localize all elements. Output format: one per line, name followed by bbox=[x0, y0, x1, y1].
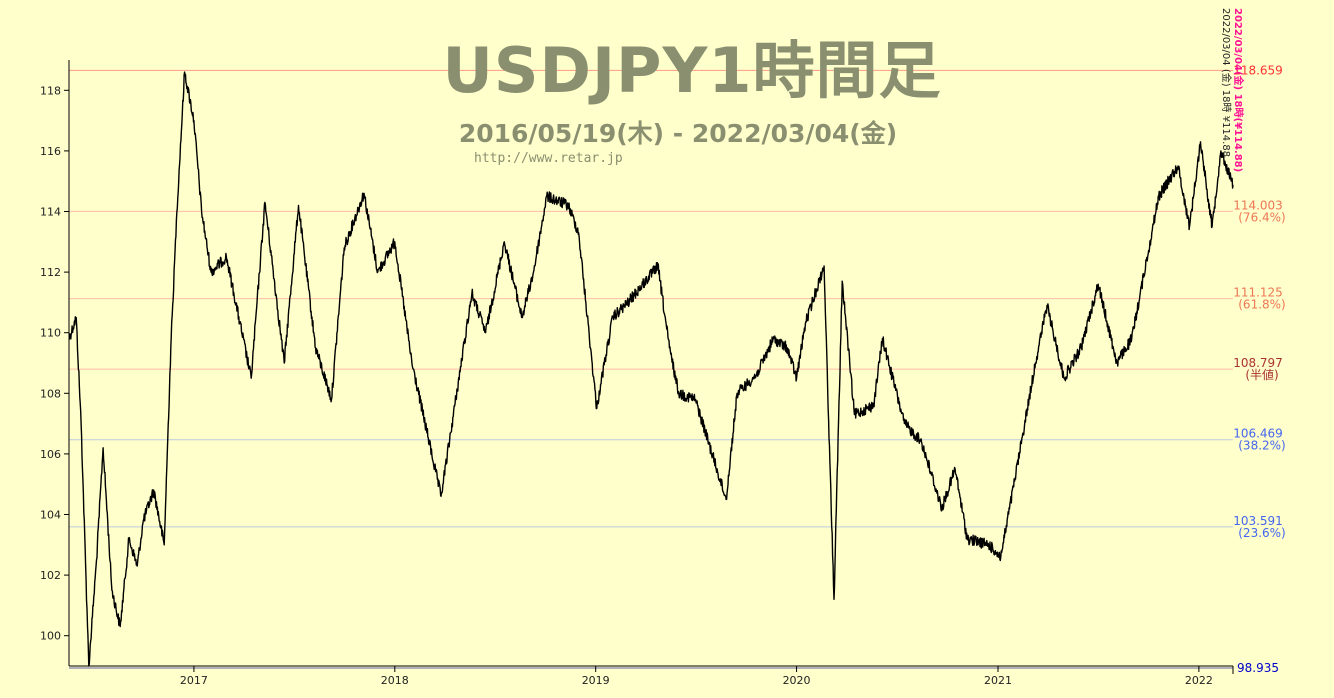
level-value-low: 98.935 bbox=[1237, 661, 1279, 675]
level-value-high: 118.659 bbox=[1233, 63, 1283, 77]
y-tick-label: 110 bbox=[40, 327, 61, 340]
y-tick-label: 106 bbox=[40, 448, 61, 461]
level-value-half: 108.797 bbox=[1233, 356, 1283, 370]
level-sub-fib_62: (61.8%) bbox=[1238, 298, 1285, 312]
level-value-fib_38: 106.469 bbox=[1233, 427, 1283, 441]
last-price-note: 2022/03/04 (金) 18時 ¥114.88 bbox=[1220, 8, 1233, 157]
y-tick-label: 112 bbox=[40, 266, 61, 279]
source-url: http://www.retar.jp bbox=[474, 151, 623, 166]
fib-levels-layer: 118.659 114.003(76.4%) 111.125(61.8%) 108.7… bbox=[69, 63, 1286, 675]
level-sub-half: (半値) bbox=[1245, 367, 1278, 382]
level-sub-fib_76: (76.4%) bbox=[1238, 210, 1285, 224]
x-tick-label: 2020 bbox=[783, 674, 811, 687]
series-layer bbox=[68, 71, 1234, 667]
level-value-fib_24: 103.591 bbox=[1233, 514, 1283, 528]
usdjpy-price-line bbox=[68, 71, 1234, 667]
level-value-fib_62: 111.125 bbox=[1233, 286, 1283, 300]
y-tick-label: 100 bbox=[40, 630, 61, 643]
x-tick-label: 2019 bbox=[582, 674, 610, 687]
y-tick-label: 118 bbox=[40, 84, 61, 97]
chart-title: USDJPY1時間足 bbox=[442, 34, 941, 107]
vertical-notes-layer: 2022/03/04 (金) 18時 ¥114.88 2022/03/04(金) … bbox=[1220, 8, 1245, 172]
x-tick-label: 2017 bbox=[180, 674, 208, 687]
y-tick-label: 102 bbox=[40, 569, 61, 582]
x-tick-label: 2021 bbox=[984, 674, 1012, 687]
chart-subtitle: 2016/05/19(木) - 2022/03/04(金) bbox=[459, 119, 897, 148]
level-sub-fib_38: (38.2%) bbox=[1238, 439, 1285, 453]
level-value-fib_76: 114.003 bbox=[1233, 198, 1283, 212]
level-sub-fib_24: (23.6%) bbox=[1238, 526, 1285, 540]
y-tick-label: 116 bbox=[40, 145, 61, 158]
x-tick-label: 2022 bbox=[1185, 674, 1213, 687]
y-tick-label: 114 bbox=[40, 206, 61, 219]
last-price-note-highlight: 2022/03/04(金) 18時(¥114.88) bbox=[1232, 8, 1245, 172]
x-tick-label: 2018 bbox=[381, 674, 409, 687]
axes-layer: 100 102 104 106 108 110 112 114 116 118 2017 2018 20… bbox=[40, 60, 1234, 687]
y-tick-label: 108 bbox=[40, 387, 61, 400]
y-tick-label: 104 bbox=[40, 509, 61, 522]
